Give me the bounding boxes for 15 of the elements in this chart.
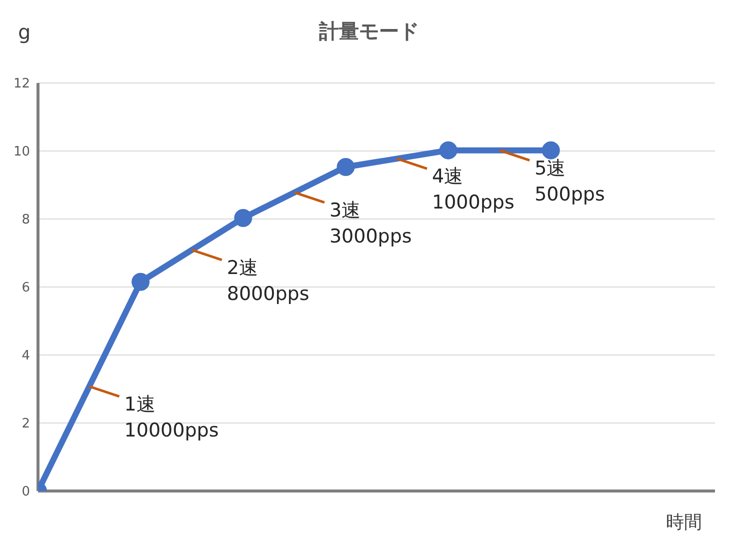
y-tick-label: 10	[13, 144, 30, 160]
x-axis-title: 時間	[666, 511, 702, 534]
annotation: 4速 1000pps	[432, 166, 514, 214]
y-tick-label: 2	[22, 416, 30, 432]
annotation: 3速 3000pps	[329, 199, 412, 248]
y-tick-label: 0	[22, 484, 30, 500]
annotation: 5速 500pps	[534, 157, 605, 206]
y-tick-label: 8	[22, 212, 30, 228]
annotation: 1速 10000pps	[124, 393, 219, 442]
y-axis-title: g	[18, 20, 31, 44]
y-tick-label: 12	[13, 76, 30, 92]
chart-title: 計量モード	[319, 19, 419, 43]
annotation: 2速 8000pps	[226, 256, 310, 305]
y-tick-label: 4	[22, 348, 30, 364]
y-tick-label: 6	[22, 280, 30, 296]
